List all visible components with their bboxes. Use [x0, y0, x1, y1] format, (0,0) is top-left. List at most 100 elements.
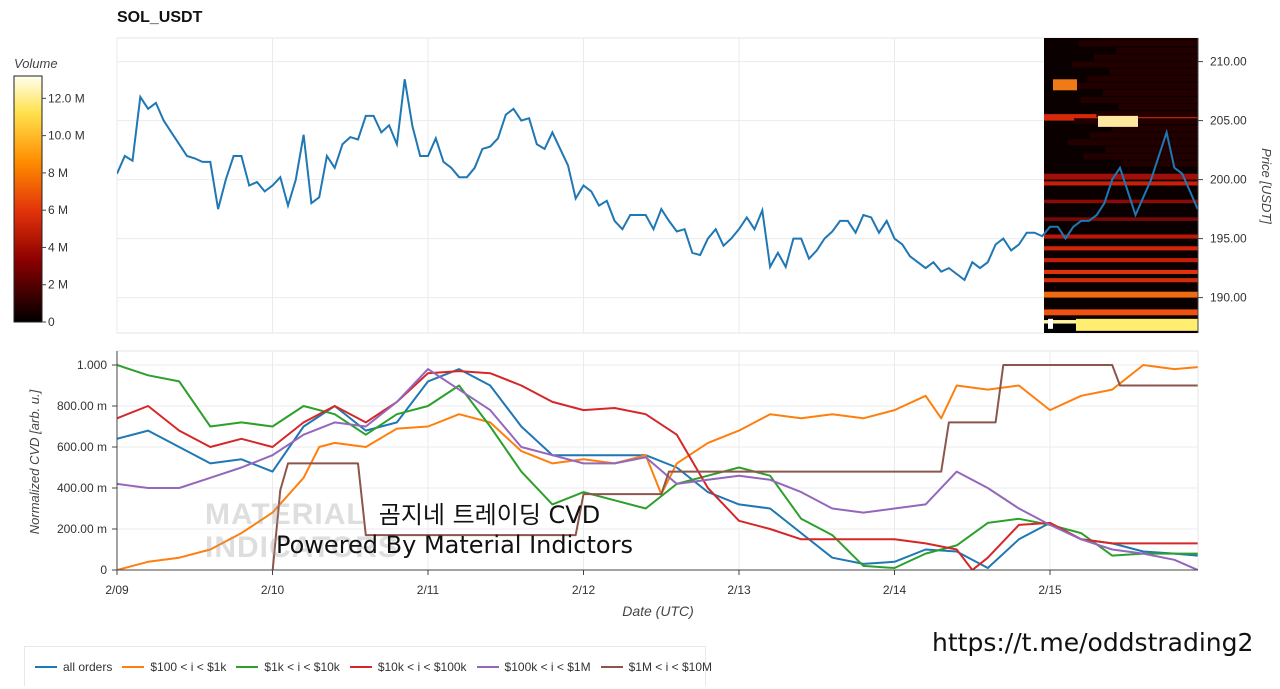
price-panel: [116, 37, 1199, 334]
cvd-tick-label: 600.00 m: [57, 440, 107, 454]
date-tick-label: 2/13: [727, 583, 751, 597]
colorbar-ticks: 12.0 M 10.0 M 8 M 6 M 4 M 2 M 0: [42, 91, 85, 329]
cvd-tick-label: 1.000: [77, 358, 107, 372]
heatmap-cell: [1118, 104, 1198, 111]
legend-label: $1M < i < $10M: [628, 659, 712, 674]
heatmap-cell: [1121, 160, 1198, 167]
volume-heatmap: [1044, 38, 1198, 333]
heatmap-band: [1044, 234, 1198, 239]
price-tick-label: 190.00: [1210, 291, 1247, 305]
cvd-tick-label: 800.00 m: [57, 399, 107, 413]
date-tick-label: 2/14: [883, 583, 907, 597]
cvd-line-0: [117, 368, 1198, 569]
heatmap-band: [1044, 278, 1198, 283]
cvd-series: [117, 364, 1198, 570]
heatmap-cell: [1105, 146, 1198, 153]
colorbar: [13, 75, 43, 323]
price-tick-label: 210.00: [1210, 55, 1247, 69]
legend: all orders $100 < i < $1k $1k < i < $10k $1…: [24, 646, 712, 686]
heatmap-cell: [1076, 318, 1198, 331]
colorbar-tick-label: 4 M: [48, 240, 68, 254]
date-axis: 2/09 2/10 2/11 2/12 2/13 2/14 2/15: [105, 569, 1198, 597]
heatmap-cell: [1071, 61, 1198, 68]
colorbar-tick-label: 0: [48, 315, 55, 329]
colorbar-tick-label: 8 M: [48, 166, 68, 180]
cvd-line-3: [117, 370, 1198, 570]
cvd-y-axis: 0 200.00 m 400.00 m 600.00 m 800.00 m 1.000: [57, 351, 118, 577]
date-axis-label: Date (UTC): [622, 603, 694, 619]
cvd-tick-label: 400.00 m: [57, 481, 107, 495]
heatmap-band: [1044, 217, 1198, 221]
heatmap-cell: [1078, 40, 1198, 47]
legend-item[interactable]: all orders: [35, 660, 112, 674]
legend-swatch: [476, 665, 499, 668]
price-tick-label: 200.00: [1210, 173, 1247, 187]
legend-item[interactable]: $1M < i < $10M: [600, 659, 712, 674]
watermark-line-2: Powered By Material Indictors: [276, 531, 633, 559]
price-tick-label: 195.00: [1210, 232, 1247, 246]
legend-label: all orders: [63, 659, 113, 674]
heatmap-cell: [1053, 79, 1077, 91]
legend-swatch: [122, 665, 145, 668]
legend-item[interactable]: $10k < i < $100k: [349, 659, 467, 674]
heatmap-cell: [1048, 318, 1053, 329]
heatmap-cell: [1083, 153, 1198, 160]
date-tick-label: 2/09: [105, 583, 129, 597]
cvd-line-4: [117, 368, 1198, 570]
heatmap-band: [1044, 258, 1198, 263]
price-tick-label: 205.00: [1210, 114, 1247, 128]
legend-item[interactable]: $100k < i < $1M: [476, 659, 591, 674]
telegram-link[interactable]: https://t.me/oddstrading2: [932, 628, 1254, 657]
colorbar-tick-label: 10.0 M: [48, 129, 85, 143]
watermark-text: 곰지네 트레이딩 CVD Powered By Material Indicto…: [276, 500, 633, 560]
date-tick-label: 2/11: [417, 583, 440, 597]
date-tick-label: 2/10: [261, 583, 285, 597]
heatmap-cell: [1100, 38, 1198, 40]
price-axis-label: Price [USDT]: [1259, 148, 1274, 224]
cvd-axis-label: Normalized CVD [arb. u.]: [27, 389, 42, 534]
date-tick-label: 2/15: [1038, 583, 1062, 597]
legend-item[interactable]: $100 < i < $1k: [122, 660, 226, 674]
colorbar-label: Volume: [14, 56, 58, 71]
cvd-line-5: [271, 364, 1198, 570]
brand-line-2: INDICATORS: [205, 531, 399, 564]
heatmap-cell: [1109, 68, 1198, 75]
heatmap-cell: [1116, 47, 1198, 54]
price-axis: 190.00 195.00 200.00 205.00 210.00: [1197, 38, 1247, 333]
chart-title: SOL_USDT: [117, 9, 203, 26]
legend-swatch: [600, 665, 623, 668]
watermark-line-1: 곰지네 트레이딩 CVD: [378, 501, 601, 529]
legend-label: $10k < i < $100k: [377, 659, 467, 674]
heatmap-cell: [1067, 139, 1198, 146]
colorbar-tick-label: 12.0 M: [48, 91, 85, 105]
heatmap-cell: [1103, 89, 1198, 96]
cvd-tick-label: 0: [100, 563, 107, 577]
legend-swatch: [349, 665, 372, 668]
legend-label: $100k < i < $1M: [504, 659, 591, 674]
heatmap-cell: [1089, 132, 1198, 139]
cvd-tick-label: 200.00 m: [57, 522, 107, 536]
cvd-line-2: [117, 364, 1198, 569]
legend-item[interactable]: $1k < i < $10k: [236, 659, 340, 674]
heatmap-cell: [1096, 111, 1198, 118]
heatmap-band: [1044, 291, 1198, 298]
heatmap-cell: [1044, 323, 1076, 333]
heatmap-band: [1044, 269, 1198, 274]
heatmap-cell: [1094, 54, 1198, 61]
legend-label: $100 < i < $1k: [150, 659, 227, 674]
heatmap-cell: [1098, 115, 1138, 127]
heatmap-cell: [1112, 125, 1198, 132]
legend-swatch: [35, 665, 57, 668]
legend-swatch: [236, 665, 259, 668]
brand-watermark: MATERIAL INDICATORS: [205, 498, 399, 564]
heatmap-band: [1044, 309, 1198, 316]
colorbar-tick-label: 6 M: [48, 203, 68, 217]
heatmap-band: [1044, 246, 1198, 251]
legend-label: $1k < i < $10k: [264, 659, 340, 674]
heatmap-band: [1044, 181, 1198, 186]
date-tick-label: 2/12: [572, 583, 596, 597]
price-series: [117, 79, 1198, 282]
brand-line-1: MATERIAL: [205, 498, 366, 531]
heatmap-band: [1044, 199, 1198, 204]
